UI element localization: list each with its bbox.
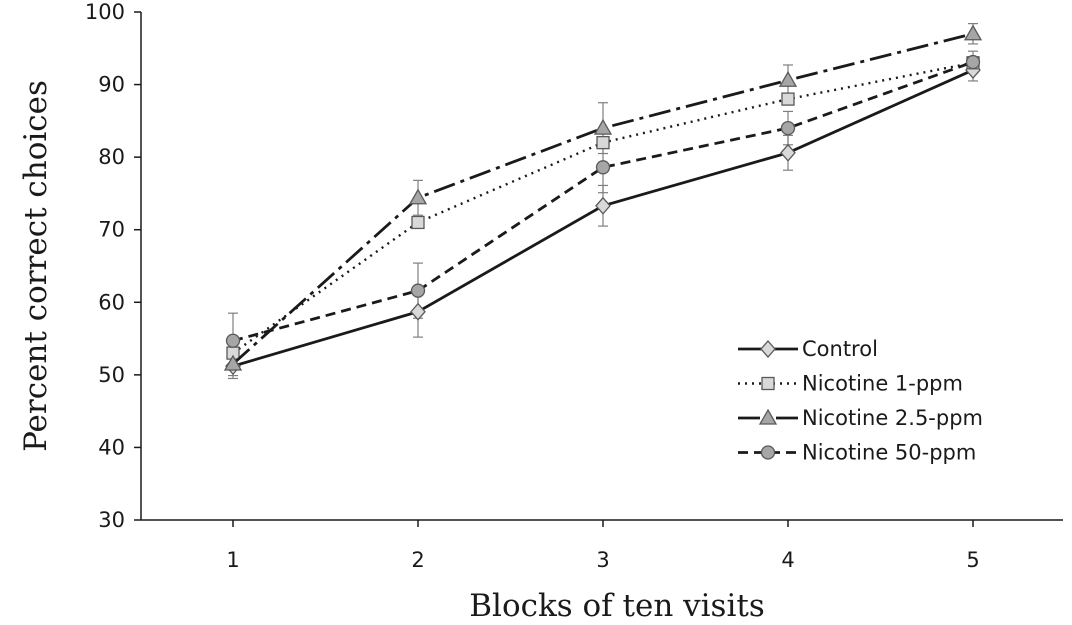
legend-label: Control bbox=[802, 337, 878, 361]
x-tick-label: 2 bbox=[411, 548, 424, 572]
chart-series-layer bbox=[223, 23, 983, 380]
chart-legend: Control Nicotine 1-ppm Nicotine 2.5-ppm Nic… bbox=[738, 337, 983, 465]
x-axis-title: Blocks of ten visits bbox=[469, 588, 765, 624]
data-point bbox=[593, 118, 613, 135]
data-point bbox=[965, 54, 981, 70]
legend-marker bbox=[761, 376, 775, 391]
data-point bbox=[410, 283, 426, 298]
data-point bbox=[225, 333, 241, 348]
legend-entry-3: Nicotine 2.5-ppm bbox=[738, 406, 983, 430]
legend-label: Nicotine 2.5-ppm bbox=[802, 406, 983, 430]
data-point bbox=[963, 24, 983, 41]
data-point bbox=[781, 92, 795, 106]
chart-ticks: 30 40 50 60 70 80 90 100 1 2 3 4 5 bbox=[85, 0, 980, 572]
y-tick-label: 90 bbox=[98, 73, 125, 97]
y-axis-title: Percent correct choices bbox=[18, 80, 54, 452]
y-tick-label: 70 bbox=[98, 218, 125, 242]
data-point bbox=[411, 215, 425, 230]
x-tick-label: 3 bbox=[596, 548, 609, 572]
y-tick-label: 60 bbox=[98, 290, 125, 314]
legend-marker bbox=[758, 408, 778, 425]
legend-marker bbox=[760, 340, 776, 358]
data-point bbox=[780, 120, 796, 136]
series-3 bbox=[223, 24, 983, 371]
data-point bbox=[778, 70, 798, 87]
legend-entry-4: Nicotine 50-ppm bbox=[738, 441, 976, 465]
y-tick-label: 30 bbox=[98, 508, 125, 532]
data-point bbox=[408, 188, 428, 205]
data-point bbox=[410, 302, 426, 321]
legend-label: Nicotine 50-ppm bbox=[802, 441, 976, 465]
series-4 bbox=[225, 54, 981, 348]
chart-axes bbox=[140, 12, 1063, 521]
x-tick-label: 4 bbox=[781, 548, 794, 572]
legend-entry-1: Control bbox=[738, 337, 878, 361]
y-tick-label: 40 bbox=[98, 435, 125, 459]
data-point bbox=[595, 196, 611, 215]
data-point bbox=[780, 143, 796, 162]
x-tick-label: 5 bbox=[966, 548, 979, 572]
y-tick-label: 80 bbox=[98, 145, 125, 169]
legend-marker bbox=[760, 445, 776, 460]
y-tick-label: 50 bbox=[98, 363, 125, 387]
legend-label: Nicotine 1-ppm bbox=[802, 372, 963, 396]
x-tick-label: 1 bbox=[226, 548, 239, 572]
data-point bbox=[223, 354, 243, 371]
data-point bbox=[595, 160, 611, 175]
legend-entry-2: Nicotine 1-ppm bbox=[738, 372, 963, 396]
y-tick-label: 100 bbox=[85, 0, 125, 24]
data-point bbox=[596, 135, 610, 150]
